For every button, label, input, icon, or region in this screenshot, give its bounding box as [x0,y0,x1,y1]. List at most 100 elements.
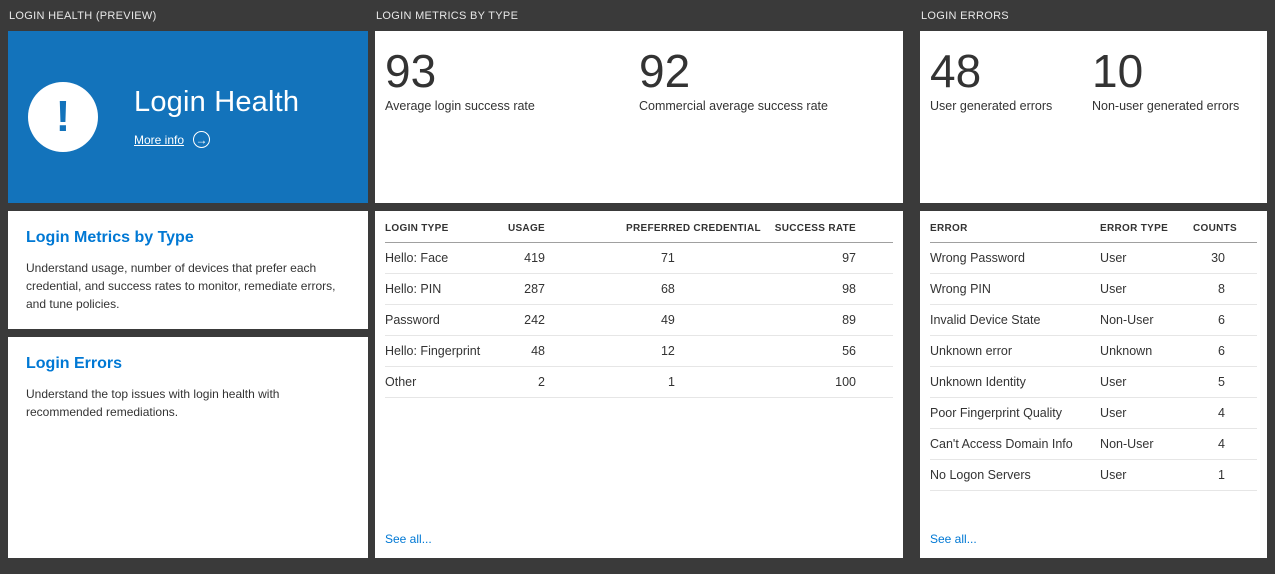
metrics-table: LOGIN TYPE USAGE PREFERRED CREDENTIAL SUCCE… [385,211,893,398]
table-header-row: LOGIN TYPE USAGE PREFERRED CREDENTIAL SUCCE… [385,211,893,243]
table-row[interactable]: Other 2 1 100 [385,366,893,398]
section-description: Understand the top issues with login hea… [26,387,280,419]
table-cell: 287 [496,273,545,305]
errors-table: ERROR ERROR TYPE COUNTS Wrong Password User 3… [930,211,1257,491]
table-cell: Unknown [1100,335,1192,367]
stat-label: Non-user generated errors [1092,99,1240,114]
stat-value: 48 [930,45,982,97]
stat-value: 10 [1092,45,1144,97]
column-header: LOGIN TYPE [385,211,497,243]
table-cell: 4 [1191,397,1257,429]
table-cell: Password [385,304,497,336]
see-all-link-metrics[interactable]: See all... [385,532,432,546]
table-row[interactable]: Hello: PIN 287 68 98 [385,273,893,305]
table-cell: Hello: Face [385,242,497,274]
login-errors-column: LOGIN ERRORS 48 User generated errors 10… [920,4,1267,558]
stat-value: 93 [385,45,437,97]
table-cell: User [1100,366,1192,398]
table-row[interactable]: Hello: Fingerprint 48 12 56 [385,335,893,367]
section-title: Login Metrics by Type [26,229,194,246]
column-header: PREFERRED CREDENTIAL [545,211,761,243]
see-all-link-errors[interactable]: See all... [930,532,977,546]
table-cell: 4 [1191,428,1257,460]
column-header: ERROR [930,211,1101,243]
stat-label: Commercial average success rate [639,99,828,114]
table-cell: Hello: PIN [385,273,497,305]
table-cell: 100 [760,366,893,398]
table-row[interactable]: Wrong PIN User 8 [930,273,1257,305]
table-cell: 1 [545,366,761,398]
table-cell: Wrong PIN [930,273,1101,305]
more-info-row: More info → [134,131,299,148]
table-header-row: ERROR ERROR TYPE COUNTS [930,211,1257,243]
alert-glyph: ! [55,92,71,141]
metrics-stats-card: 93 Average login success rate 92 Commerc… [375,31,903,203]
metrics-table-card: LOGIN TYPE USAGE PREFERRED CREDENTIAL SUCCE… [375,211,903,558]
section-card-login-metrics[interactable]: Login Metrics by Type Understand usage, … [8,211,368,329]
table-cell: Non-User [1100,428,1192,460]
table-cell: Can't Access Domain Info [930,428,1101,460]
tile-title: Login Health [134,86,300,118]
table-cell: User [1100,242,1192,274]
errors-table-card: ERROR ERROR TYPE COUNTS Wrong Password User 3… [920,211,1267,558]
table-cell: Invalid Device State [930,304,1101,336]
stat-label: Average login success rate [385,99,535,114]
table-cell: 98 [760,273,893,305]
column-header: COUNTS [1191,211,1257,243]
table-row[interactable]: Wrong Password User 30 [930,242,1257,274]
panel-header-login-health: LOGIN HEALTH (PREVIEW) [9,10,157,22]
panel-header-login-metrics: LOGIN METRICS BY TYPE [376,10,519,22]
table-row[interactable]: Poor Fingerprint Quality User 4 [930,397,1257,429]
table-row[interactable]: Password 242 49 89 [385,304,893,336]
arrow-right-circle-icon[interactable]: → [193,131,211,148]
table-cell: 8 [1191,273,1257,305]
stat-value: 92 [639,45,691,97]
table-row[interactable]: Unknown error Unknown 6 [930,335,1257,367]
table-cell: 419 [496,242,545,274]
table-cell: 12 [545,335,761,367]
stat-commercial-success: 92 Commercial average success rate [639,47,893,203]
table-cell: 97 [760,242,893,274]
table-cell: 30 [1191,242,1257,274]
login-metrics-column: LOGIN METRICS BY TYPE 93 Average login s… [375,4,903,558]
panel-header-login-errors: LOGIN ERRORS [921,10,1009,22]
arrow-glyph: → [195,132,208,147]
table-cell: 48 [496,335,545,367]
table-cell: 56 [760,335,893,367]
stat-label: User generated errors [930,99,1053,114]
stat-user-errors: 48 User generated errors [930,47,1092,203]
table-cell: User [1100,459,1192,491]
table-cell: Non-User [1100,304,1192,336]
table-row[interactable]: Can't Access Domain Info Non-User 4 [930,428,1257,460]
table-cell: 68 [545,273,761,305]
more-info-link[interactable]: More info [134,132,185,147]
alert-icon: ! [28,82,98,152]
table-cell: 242 [496,304,545,336]
table-cell: 6 [1191,304,1257,336]
stat-average-success: 93 Average login success rate [385,47,639,203]
table-cell: User [1100,397,1192,429]
login-health-tile[interactable]: ! Login Health More info → [8,31,368,203]
table-row[interactable]: No Logon Servers User 1 [930,459,1257,491]
table-cell: Unknown Identity [930,366,1101,398]
section-title: Login Errors [26,355,123,372]
table-cell: 49 [545,304,761,336]
login-health-column: LOGIN HEALTH (PREVIEW) ! Login Health Mo… [8,4,368,558]
table-cell: Poor Fingerprint Quality [930,397,1101,429]
table-cell: User [1100,273,1192,305]
table-cell: 71 [545,242,761,274]
table-cell: 2 [496,366,545,398]
table-cell: Other [385,366,497,398]
table-cell: 89 [760,304,893,336]
column-header: USAGE [496,211,545,243]
table-cell: No Logon Servers [930,459,1101,491]
table-cell: Wrong Password [930,242,1101,274]
table-row[interactable]: Unknown Identity User 5 [930,366,1257,398]
column-header: ERROR TYPE [1100,211,1192,243]
table-row[interactable]: Hello: Face 419 71 97 [385,242,893,274]
section-card-login-errors[interactable]: Login Errors Understand the top issues w… [8,337,368,558]
table-cell: Unknown error [930,335,1101,367]
table-cell: 6 [1191,335,1257,367]
table-row[interactable]: Invalid Device State Non-User 6 [930,304,1257,336]
